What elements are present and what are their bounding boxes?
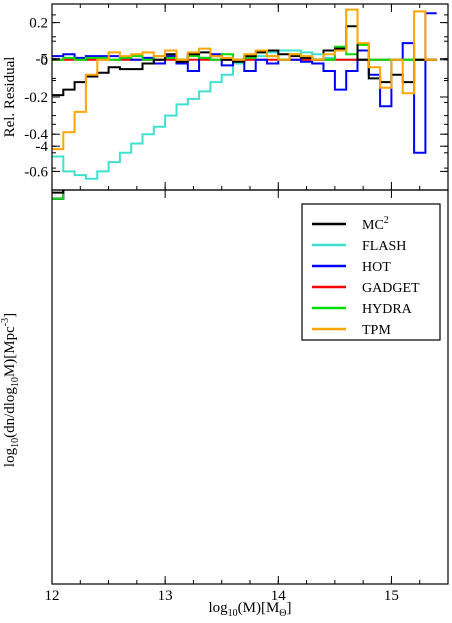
legend-label: MC2 [362,215,389,233]
legend-label: GADGET [362,281,420,296]
x-axis-label: log10(M)[MΘ] [208,600,291,619]
top-y-tick-label: -0.6 [24,164,48,180]
bottom-y-tick-label: -4 [36,139,49,155]
x-tick-label: 15 [384,588,399,604]
top-y-tick-label: -0.4 [24,127,48,143]
residual-series-hydra [52,43,437,61]
residual-series-tpm [52,8,437,151]
top-y-axis-label: Rel. Residual [2,57,18,138]
legend-label: TPM [362,323,391,338]
residual-series-group [52,8,437,180]
x-tick-label: 12 [45,588,60,604]
top-y-tick-label: 0 [41,53,49,69]
x-tick-label: 13 [158,588,173,604]
bottom-y-tick-label: -5 [36,52,49,68]
legend-box [301,203,441,341]
top-y-tick-label: 0.2 [29,16,48,32]
x-tick-label: 14 [271,588,287,604]
legend-label: FLASH [362,239,406,254]
legend-items: MC2 FLASH HOT GADGET HYDRA TPM [312,215,420,338]
bottom-y-axis-label: log10(dn/dlog10M)[Mpc-3] [0,313,21,467]
legend-label: HYDRA [362,302,413,317]
legend-label: HOT [362,260,391,275]
legend: MC2 FLASH HOT GADGET HYDRA TPM [301,203,441,341]
top-y-tick-label: -0.2 [24,90,48,106]
axis-ticks: 0.20-0.2-0.4-0.6-4-5-6-7-812131415 [24,3,449,604]
